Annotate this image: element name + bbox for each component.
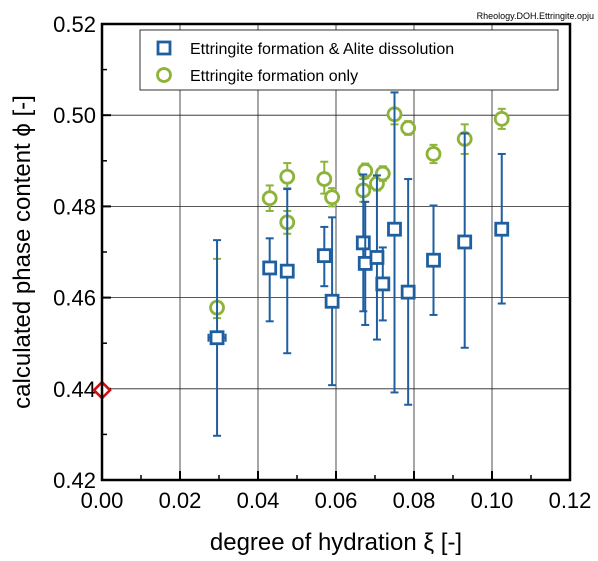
y-tick-label: 0.52	[53, 12, 96, 37]
source-file-label: Rheology.DOH.Ettringite.opju	[477, 11, 594, 21]
y-axis-title: calculated phase content ϕ [-]	[9, 95, 36, 409]
data-point	[209, 330, 225, 346]
data-point	[355, 235, 371, 251]
data-point	[400, 120, 417, 136]
data-point	[279, 168, 296, 185]
x-tick-label: 0.04	[237, 488, 280, 513]
data-point	[494, 221, 510, 237]
plot-frame	[100, 22, 572, 482]
data-point	[375, 276, 391, 292]
y-tick-label: 0.48	[53, 194, 96, 219]
legend-box	[139, 29, 559, 91]
y-tick-label: 0.50	[53, 103, 96, 128]
x-tick-label: 0.08	[393, 488, 436, 513]
legend-marker-square	[156, 40, 172, 56]
x-axis-title: degree of hydration ξ [-]	[210, 529, 462, 556]
x-tick-label: 0.12	[549, 488, 592, 513]
data-point	[425, 146, 442, 162]
y-tick-label: 0.42	[53, 468, 96, 493]
data-point	[493, 110, 510, 127]
data-point	[457, 234, 473, 250]
data-point	[279, 263, 295, 279]
series-circle	[209, 91, 510, 320]
legend-marker-circle	[156, 67, 172, 83]
x-tick-label: 0.10	[471, 488, 514, 513]
data-point	[316, 248, 332, 264]
x-tick-label: 0.06	[315, 488, 358, 513]
data-point	[426, 252, 441, 268]
legend-entry: Ettringite formation & Alite dissolution	[190, 41, 454, 58]
data-point	[357, 255, 373, 271]
data-point	[324, 189, 341, 206]
data-point	[374, 165, 391, 182]
data-point	[324, 293, 340, 309]
data-point	[262, 260, 278, 276]
data-point	[369, 250, 385, 265]
y-tick-label: 0.46	[53, 286, 96, 311]
data-point	[400, 284, 416, 300]
x-tick-label: 0.00	[81, 488, 124, 513]
data-point	[316, 171, 333, 187]
data-point	[387, 221, 402, 237]
legend-entry: Ettringite formation only	[190, 68, 358, 85]
series-square	[207, 91, 510, 437]
legend: Ettringite formation & Alite dissolution…	[139, 29, 559, 91]
x-tick-label: 0.02	[159, 488, 202, 513]
y-tick-label: 0.44	[53, 377, 96, 402]
data-point	[261, 190, 278, 207]
